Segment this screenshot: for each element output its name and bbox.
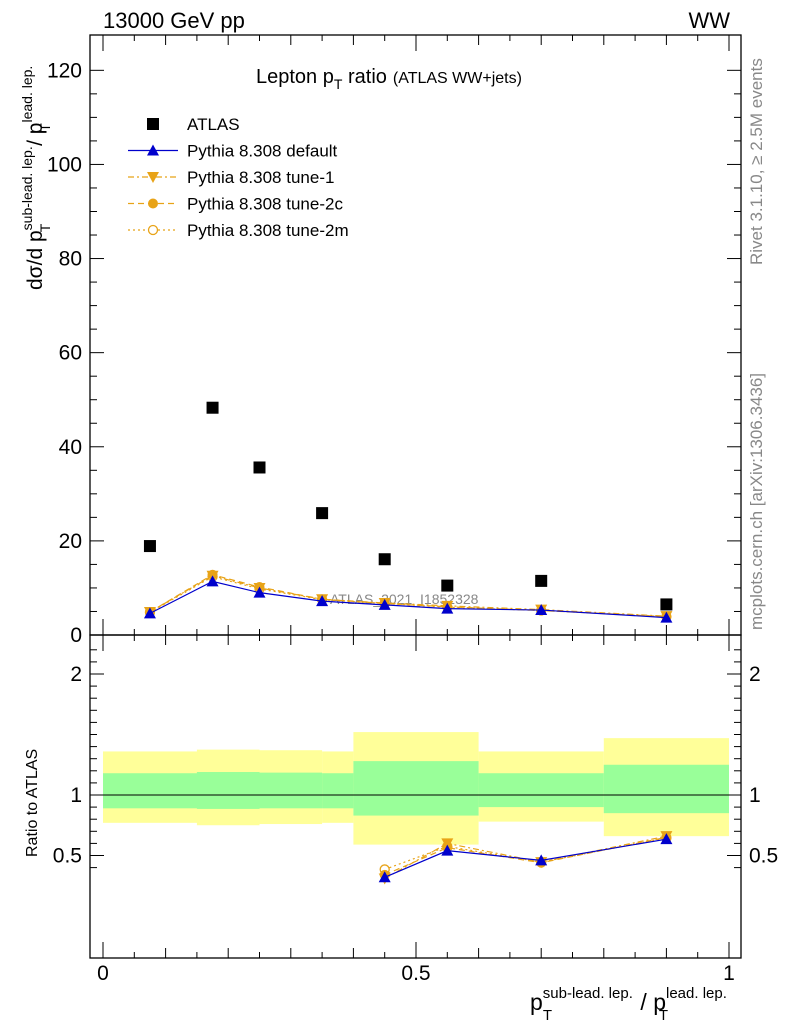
legend-marker-3 [148, 198, 158, 209]
ratio-ytick-label: 2 [70, 663, 82, 686]
legend-label-1: Pythia 8.308 default [187, 142, 338, 161]
main-panel: 0 20 40 60 80 100 120 [47, 34, 742, 647]
main-ytick-label: 100 [47, 153, 82, 176]
legend-marker-1 [147, 144, 159, 156]
band-inner-2 [259, 772, 323, 809]
ratio-ytick-label: 0.5 [53, 845, 82, 868]
legend-marker-4 [147, 224, 159, 236]
xtick-label: 0.5 [401, 962, 430, 985]
data-point-atlas [441, 579, 454, 592]
band-inner-1 [196, 772, 260, 809]
data-point-atlas [660, 598, 673, 611]
watermark: ATLAS_2021_I1852328 [330, 591, 479, 607]
ratio-ylabel: Ratio to ATLAS [24, 749, 41, 857]
data-point-atlas [535, 574, 548, 587]
ratio-ytick-label-right: 1 [749, 784, 761, 807]
main-ylabel: dσ/d psub-lead. lep. T / plead. lep.T [19, 66, 53, 290]
legend-marker-2 [147, 172, 159, 183]
main-ytick-label: 40 [59, 436, 82, 459]
xlabel: psub-lead. lep. T / plead. lep. T [530, 985, 727, 1024]
data-point-atlas [206, 401, 219, 414]
ratio-panel: 0 0.5 1 0.5 0.5 1 1 2 2 [53, 634, 778, 985]
xtick-label: 1 [723, 962, 735, 985]
ratio-point-0 [535, 854, 548, 866]
data-point-atlas [316, 507, 329, 520]
ratio-ytick-label-right: 0.5 [749, 845, 778, 868]
series-point-1 [206, 575, 219, 587]
main-ytick-label: 0 [70, 624, 82, 647]
series-point-1 [660, 611, 673, 623]
band-inner-3 [322, 773, 354, 809]
data-point-atlas [143, 540, 156, 553]
mcplots-label: mcplots.cern.ch [arXiv:1306.3436] [747, 373, 766, 630]
main-ytick-label: 120 [47, 59, 82, 82]
main-ytick-label: 80 [59, 248, 82, 271]
main-title: Lepton pT ratio (ATLAS WW+jets) [256, 66, 522, 92]
legend-marker-0 [147, 118, 159, 130]
series-point-1 [535, 604, 548, 616]
series-line-2 [149, 575, 667, 617]
data-point-atlas [253, 461, 266, 474]
xtick-label: 0 [97, 962, 109, 985]
band-inner-6 [603, 764, 729, 814]
data-point-atlas [378, 553, 391, 566]
legend: ATLAS Pythia 8.308 default Pythia 8.308 tu… [128, 115, 349, 240]
legend-label-3: Pythia 8.308 tune-2c [187, 195, 343, 214]
band-inner-5 [478, 773, 604, 808]
legend-label-4: Pythia 8.308 tune-2m [187, 221, 349, 240]
series-point-1 [316, 595, 329, 607]
ratio-ytick-label: 1 [70, 784, 82, 807]
legend-label-2: Pythia 8.308 tune-1 [187, 168, 334, 187]
band-inner-4 [353, 761, 479, 816]
ratio-point-0 [441, 844, 454, 856]
legend-label-0: ATLAS [187, 115, 240, 134]
ratio-point-0 [660, 833, 673, 845]
series-point-1 [378, 598, 391, 610]
ratio-point-0 [378, 871, 391, 883]
ratio-ytick-label-right: 2 [749, 663, 761, 686]
series-point-1 [253, 586, 266, 598]
series-point-1 [441, 602, 454, 614]
main-ytick-label: 60 [59, 342, 82, 365]
rivet-label: Rivet 3.1.10, ≥ 2.5M events [747, 58, 766, 265]
ratio-series [378, 831, 673, 885]
header-process: WW [688, 8, 730, 33]
ratio-line-0 [384, 838, 667, 878]
series-point-1 [143, 607, 156, 619]
ratio-point-1 [441, 838, 454, 850]
series-line-3 [149, 574, 667, 618]
main-ytick-label: 20 [59, 530, 82, 553]
header-energy: 13000 GeV pp [103, 8, 245, 33]
series-line-1 [149, 580, 667, 619]
